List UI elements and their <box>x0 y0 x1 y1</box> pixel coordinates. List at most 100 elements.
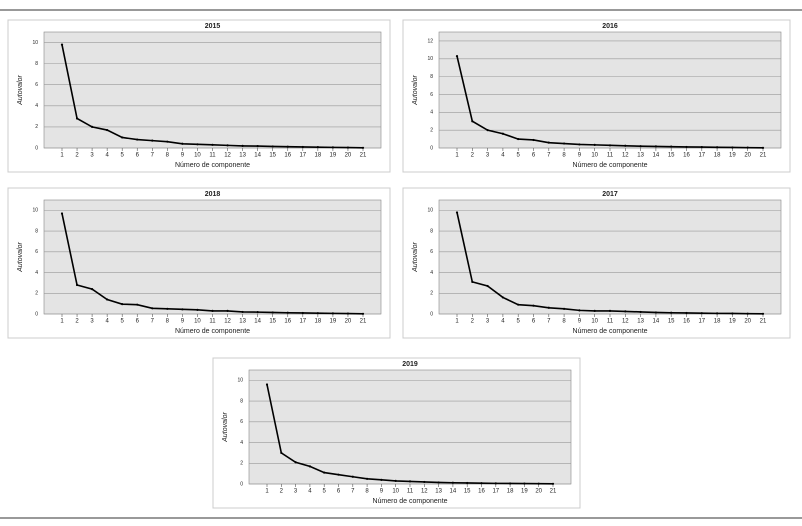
y-tick-label: 10 <box>32 208 38 214</box>
data-point <box>136 138 139 141</box>
y-tick-label: 12 <box>427 38 433 44</box>
x-tick-label: 6 <box>532 153 536 159</box>
data-point <box>685 145 688 149</box>
x-tick-label: 11 <box>607 319 614 325</box>
data-point <box>608 144 612 147</box>
x-tick-label: 5 <box>517 153 521 159</box>
data-point <box>532 138 535 142</box>
y-axis-label: Autovalor <box>412 242 419 273</box>
data-point <box>547 306 550 309</box>
chart-title: 2018 <box>205 191 221 198</box>
x-tick-label: 1 <box>455 319 459 325</box>
x-tick-label: 12 <box>224 319 231 325</box>
x-tick-label: 16 <box>478 489 485 495</box>
data-point <box>256 145 259 148</box>
data-point <box>501 296 504 299</box>
x-tick-label: 8 <box>166 319 170 325</box>
x-tick-label: 11 <box>607 153 614 159</box>
x-tick-label: 1 <box>455 153 459 159</box>
data-point <box>121 303 124 306</box>
data-point <box>486 284 489 288</box>
y-tick-label: 2 <box>35 291 38 297</box>
x-tick-label: 6 <box>136 153 140 159</box>
x-tick-label: 18 <box>714 153 721 159</box>
data-point <box>685 311 688 315</box>
data-point <box>75 283 79 287</box>
x-tick-label: 4 <box>501 319 505 325</box>
x-tick-label: 4 <box>105 153 109 159</box>
data-point <box>181 142 184 145</box>
data-point <box>196 308 199 311</box>
data-point <box>437 481 440 484</box>
x-tick-label: 21 <box>760 319 767 325</box>
data-point <box>271 311 274 314</box>
plot-area <box>43 31 382 149</box>
chart-title: 2019 <box>402 361 418 368</box>
data-point <box>181 308 184 311</box>
x-tick-label: 17 <box>299 319 306 325</box>
chart-title: 2016 <box>602 23 618 30</box>
data-point <box>346 312 350 315</box>
y-tick-label: 8 <box>430 228 433 234</box>
x-tick-label: 5 <box>121 153 125 159</box>
data-point <box>286 145 289 148</box>
x-tick-label: 17 <box>698 319 705 325</box>
x-tick-label: 20 <box>535 489 542 495</box>
data-point <box>537 482 540 485</box>
data-point <box>196 143 199 146</box>
data-point <box>408 480 412 483</box>
data-point <box>471 280 474 283</box>
plot-area <box>248 369 572 485</box>
y-tick-label: 6 <box>240 419 243 425</box>
x-tick-label: 16 <box>683 153 690 159</box>
x-tick-label: 21 <box>550 489 557 495</box>
x-tick-label: 13 <box>637 319 644 325</box>
data-point <box>746 312 749 315</box>
data-point <box>551 482 555 485</box>
x-tick-label: 16 <box>683 319 690 325</box>
x-tick-label: 21 <box>760 153 767 159</box>
x-tick-label: 17 <box>492 489 499 495</box>
data-point <box>106 128 109 132</box>
x-tick-label: 15 <box>668 153 675 159</box>
data-point <box>471 120 474 123</box>
data-point <box>60 212 64 215</box>
x-tick-label: 13 <box>435 489 442 495</box>
data-point <box>211 143 214 146</box>
y-tick-label: 4 <box>35 103 38 109</box>
x-tick-label: 7 <box>547 153 551 159</box>
x-tick-label: 17 <box>698 153 705 159</box>
x-tick-label: 10 <box>194 153 201 159</box>
x-tick-label: 8 <box>562 153 566 159</box>
x-tick-label: 20 <box>744 319 751 325</box>
y-tick-label: 2 <box>240 461 243 467</box>
x-tick-label: 9 <box>181 319 185 325</box>
y-tick-label: 6 <box>35 82 38 88</box>
data-point <box>380 478 383 481</box>
data-point <box>547 141 550 144</box>
x-axis-label: Número de componente <box>175 162 250 169</box>
x-tick-label: 2 <box>75 319 79 325</box>
data-point <box>639 310 642 314</box>
data-point <box>265 383 269 386</box>
data-point <box>455 211 459 214</box>
x-tick-label: 10 <box>194 319 201 325</box>
y-tick-label: 2 <box>430 291 433 297</box>
data-point <box>578 143 581 146</box>
plot-area <box>43 199 382 315</box>
data-point <box>654 311 658 314</box>
x-tick-label: 12 <box>622 153 629 159</box>
x-tick-label: 21 <box>360 319 367 325</box>
data-point <box>480 482 483 485</box>
x-tick-label: 16 <box>284 319 291 325</box>
data-point <box>316 312 319 315</box>
x-tick-label: 9 <box>181 153 185 159</box>
x-tick-label: 15 <box>668 319 675 325</box>
x-axis-label: Número de componente <box>175 328 250 335</box>
x-tick-label: 9 <box>578 319 582 325</box>
data-point <box>166 307 169 310</box>
x-axis-label: Número de componente <box>572 162 647 169</box>
x-tick-label: 13 <box>637 153 644 159</box>
